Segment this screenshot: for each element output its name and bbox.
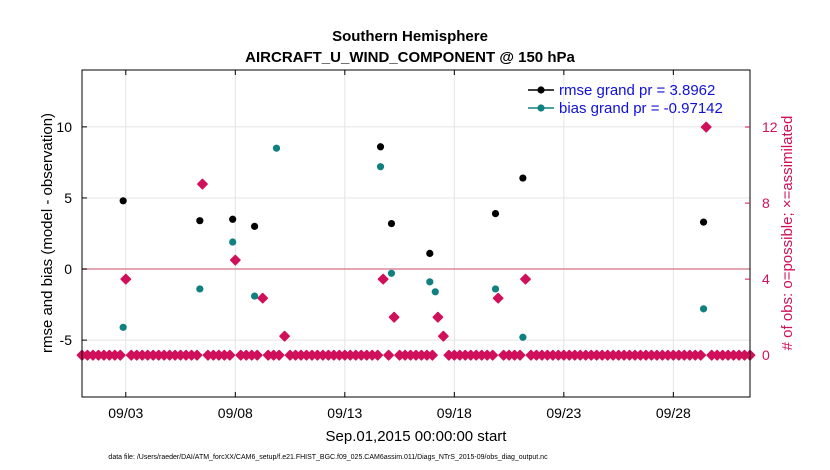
obs-count-marker	[257, 292, 269, 304]
rmse-point	[387, 219, 396, 228]
rmse-point	[196, 217, 204, 225]
chart-title-line-2: AIRCRAFT_U_WIND_COMPONENT @ 150 hPa	[245, 49, 575, 66]
y-tick-label: -5	[60, 332, 73, 348]
obs-count-marker	[432, 311, 444, 323]
obs-count-marker	[197, 178, 208, 190]
y2-tick-label: 0	[762, 347, 770, 363]
obs-count-marker	[700, 121, 712, 133]
bias-point	[376, 163, 385, 171]
obs-count-marker	[114, 349, 126, 361]
obs-count-marker	[372, 349, 384, 361]
plot-frame	[81, 69, 751, 398]
x-axis-label: Sep.01,2015 00:00:00 start	[326, 428, 508, 445]
y2-tick-label: 4	[762, 271, 770, 287]
rmse-point	[229, 215, 237, 223]
bias-point	[387, 269, 396, 277]
bias-point	[519, 333, 527, 341]
bias-point	[491, 285, 500, 293]
obs-count-marker	[520, 273, 531, 285]
obs-count-marker	[191, 349, 203, 361]
bias-point	[196, 285, 204, 293]
rmse-point	[250, 222, 259, 230]
legend-label-bias: bias grand pr = -0.97142	[559, 100, 723, 117]
rmse-point	[376, 143, 385, 151]
obs-count-marker	[492, 292, 504, 304]
obs-count-marker	[487, 349, 499, 361]
bias-point	[699, 305, 708, 313]
rmse-point	[699, 218, 708, 226]
bias-point	[426, 278, 434, 286]
chart-title-line-1: Southern Hemisphere	[332, 28, 488, 45]
x-tick-label: 09/13	[327, 405, 362, 421]
y-tick-label: 0	[64, 261, 72, 277]
x-tick-label: 09/23	[546, 405, 581, 421]
legend-marker-bias	[537, 104, 545, 112]
obs-count-marker	[279, 330, 290, 342]
grid-layer	[82, 70, 750, 397]
obs-count-marker	[695, 349, 707, 361]
bias-point	[272, 144, 281, 152]
y-tick-label: 5	[64, 190, 72, 206]
x-tick-label: 09/18	[437, 405, 472, 421]
rmse-point	[491, 209, 500, 218]
obs-count-marker	[229, 254, 241, 266]
obs-count-marker	[383, 349, 395, 361]
legend-label-rmse: rmse grand pr = 3.8962	[559, 82, 715, 99]
obs-count-marker	[437, 330, 449, 342]
y2-tick-label: 8	[762, 195, 770, 211]
obs-count-marker	[427, 349, 438, 361]
bias-point	[250, 292, 259, 300]
obs-count-marker	[251, 349, 263, 361]
bias-point	[119, 323, 127, 331]
plot-area	[82, 70, 750, 397]
y2-tick-label: 12	[762, 119, 778, 135]
obs-count-marker	[388, 311, 400, 323]
bias-point	[431, 288, 439, 296]
obs-count-marker	[377, 273, 389, 285]
obs-count-marker	[224, 349, 236, 361]
rmse-point	[119, 197, 127, 205]
bias-point	[229, 238, 237, 246]
x-tick-label: 09/03	[108, 405, 143, 421]
data-file-footer: data file: /Users/raeder/DAI/ATM_forcXX/…	[108, 454, 548, 461]
obs-count-marker	[273, 349, 285, 361]
x-tick-label: 09/08	[218, 405, 253, 421]
rmse-point	[426, 249, 434, 258]
y2-axis-label: # of obs: o=possible; ×=assimilated	[779, 116, 796, 351]
obs-count-marker	[514, 349, 526, 361]
legend-marker-rmse	[537, 86, 545, 94]
obs-count-marker	[120, 273, 132, 285]
y-axis-label: rmse and bias (model - observation)	[39, 113, 56, 353]
ticks-layer: 09/03 09/08 09/13 09/18 09/23 09/28 -5 0 5 10 0 4 8 1…	[56, 70, 778, 421]
y-tick-label: 10	[56, 119, 72, 135]
legend: rmse grand pr = 3.8962 bias grand pr = -…	[528, 82, 723, 117]
x-tick-label: 09/28	[656, 405, 691, 421]
rmse-point	[519, 174, 527, 182]
marks-layer	[76, 121, 756, 361]
